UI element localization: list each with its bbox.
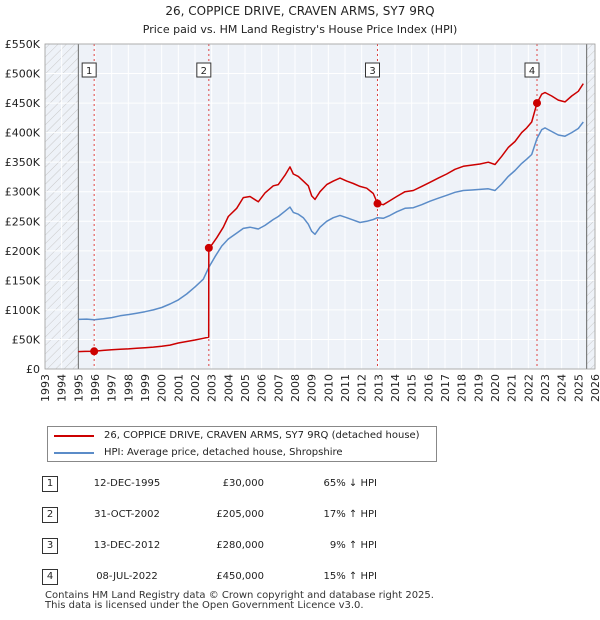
transaction-hpi-diff: 9% ↑ HPI bbox=[329, 540, 377, 551]
x-tick-label: 1993 bbox=[39, 374, 52, 402]
transaction-label: 3 bbox=[369, 66, 375, 77]
x-tick-label: 2012 bbox=[356, 374, 369, 402]
price-chart: 26, COPPICE DRIVE, CRAVEN ARMS, SY7 9RQ … bbox=[5, 4, 600, 402]
x-tick-label: 2006 bbox=[256, 374, 269, 402]
footer-copyright: Contains HM Land Registry data © Crown c… bbox=[45, 590, 434, 601]
transaction-label-box bbox=[81, 62, 97, 78]
x-tick-label: 2020 bbox=[489, 374, 502, 402]
x-tick-label: 1996 bbox=[89, 374, 102, 402]
x-tick-label: 2003 bbox=[206, 374, 219, 402]
transaction-hpi-diff: 17% ↑ HPI bbox=[323, 509, 377, 520]
legend: 26, COPPICE DRIVE, CRAVEN ARMS, SY7 9RQ … bbox=[47, 426, 437, 462]
y-tick-label: £550K bbox=[5, 38, 41, 51]
transaction-price: £30,000 bbox=[222, 478, 264, 489]
x-tick-label: 2025 bbox=[572, 374, 585, 402]
x-tick-label: 2002 bbox=[189, 374, 202, 402]
transaction-label-box bbox=[524, 62, 540, 78]
chart-title: 26, COPPICE DRIVE, CRAVEN ARMS, SY7 9RQ bbox=[165, 4, 434, 18]
y-tick-label: £400K bbox=[5, 127, 41, 140]
transaction-number-badge: 2 bbox=[42, 507, 58, 523]
legend-label-hpi: HPI: Average price, detached house, Shro… bbox=[104, 447, 343, 458]
y-tick-label: £450K bbox=[5, 97, 41, 110]
chart-subtitle: Price paid vs. HM Land Registry's House … bbox=[143, 23, 458, 36]
series-line-hpi bbox=[78, 121, 584, 321]
transaction-label: 1 bbox=[86, 66, 92, 77]
transaction-hpi-diff: 65% ↓ HPI bbox=[323, 478, 377, 489]
transaction-date: 12-DEC-1995 bbox=[93, 478, 161, 489]
transaction-marker bbox=[533, 99, 541, 108]
table-row: 2 31-OCT-2002 £205,000 17% ↑ HPI bbox=[42, 507, 432, 523]
x-tick-label: 2016 bbox=[422, 374, 435, 402]
x-tick-label: 2000 bbox=[156, 374, 169, 402]
x-tick-label: 2013 bbox=[372, 374, 385, 402]
x-tick-label: 2023 bbox=[539, 374, 552, 402]
y-tick-label: £300K bbox=[5, 186, 41, 199]
y-tick-label: £150K bbox=[5, 274, 41, 287]
table-row: 3 13-DEC-2012 £280,000 9% ↑ HPI bbox=[42, 538, 432, 554]
x-tick-label: 1999 bbox=[139, 374, 152, 402]
legend-swatch-property bbox=[54, 435, 94, 437]
x-tick-label: 1998 bbox=[122, 374, 135, 402]
x-tick-label: 1997 bbox=[106, 374, 119, 402]
y-tick-label: £500K bbox=[5, 68, 41, 81]
y-tick-label: £350K bbox=[5, 156, 41, 169]
x-tick-label: 2001 bbox=[172, 374, 185, 402]
x-tick-label: 2018 bbox=[456, 374, 469, 402]
legend-label-property: 26, COPPICE DRIVE, CRAVEN ARMS, SY7 9RQ … bbox=[104, 430, 420, 441]
x-tick-label: 2024 bbox=[556, 374, 569, 402]
hatch-region-right bbox=[586, 44, 595, 369]
transaction-marker bbox=[373, 199, 382, 208]
transaction-marker bbox=[204, 243, 213, 252]
x-tick-label: 2021 bbox=[506, 374, 519, 402]
transaction-price: £280,000 bbox=[216, 540, 264, 551]
x-tick-label: 2017 bbox=[439, 374, 452, 402]
x-tick-label: 2004 bbox=[222, 374, 235, 402]
x-tick-label: 2005 bbox=[239, 374, 252, 402]
transaction-number-badge: 3 bbox=[42, 538, 58, 554]
y-tick-label: £100K bbox=[5, 304, 41, 317]
transaction-label: 4 bbox=[529, 66, 535, 77]
transaction-date: 31-OCT-2002 bbox=[94, 509, 160, 520]
x-tick-label: 2011 bbox=[339, 374, 352, 402]
transaction-number-badge: 1 bbox=[42, 476, 58, 492]
transaction-date: 08-JUL-2022 bbox=[96, 571, 158, 582]
y-tick-label: £0 bbox=[26, 363, 40, 376]
transaction-price: £205,000 bbox=[216, 509, 264, 520]
footer-licence: This data is licensed under the Open Gov… bbox=[45, 600, 364, 611]
x-tick-label: 2014 bbox=[389, 374, 402, 402]
x-tick-label: 2010 bbox=[322, 374, 335, 402]
y-tick-label: £250K bbox=[5, 215, 41, 228]
plot-frame bbox=[44, 43, 596, 370]
series-line-property bbox=[78, 83, 584, 353]
y-tick-label: £50K bbox=[12, 333, 41, 346]
y-tick-label: £200K bbox=[5, 245, 41, 258]
transaction-hpi-diff: 15% ↑ HPI bbox=[323, 571, 377, 582]
transaction-price: £450,000 bbox=[216, 571, 264, 582]
table-row: 4 08-JUL-2022 £450,000 15% ↑ HPI bbox=[42, 569, 432, 585]
x-tick-label: 2026 bbox=[589, 374, 600, 402]
footer: Contains HM Land Registry data © Crown c… bbox=[45, 591, 434, 611]
legend-swatch-hpi bbox=[54, 452, 94, 454]
transaction-label-box bbox=[196, 62, 212, 78]
transaction-date: 13-DEC-2012 bbox=[93, 540, 161, 551]
x-tick-label: 1995 bbox=[72, 374, 85, 402]
x-tick-label: 2008 bbox=[289, 374, 302, 402]
transaction-number-badge: 4 bbox=[42, 569, 58, 585]
table-row: 1 12-DEC-1995 £30,000 65% ↓ HPI bbox=[42, 476, 432, 492]
plot-background bbox=[45, 44, 595, 369]
x-tick-label: 2009 bbox=[306, 374, 319, 402]
x-tick-label: 2015 bbox=[406, 374, 419, 402]
transaction-marker bbox=[90, 347, 99, 356]
x-tick-label: 2022 bbox=[522, 374, 535, 402]
x-tick-label: 2019 bbox=[472, 374, 485, 402]
x-tick-label: 2007 bbox=[272, 374, 285, 402]
transaction-label-box bbox=[365, 62, 380, 78]
x-tick-label: 1994 bbox=[56, 374, 69, 402]
transaction-label: 2 bbox=[201, 66, 207, 77]
